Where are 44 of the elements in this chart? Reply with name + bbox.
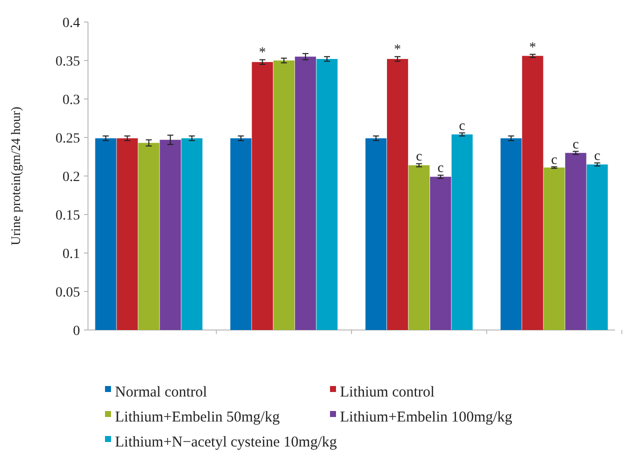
bar: [408, 165, 430, 330]
bar: [544, 168, 565, 330]
bar: [273, 60, 294, 330]
data-label: c: [594, 148, 600, 164]
legend-label: Normal control: [115, 384, 208, 400]
legend-label: Lithium+N−acetyl cysteine 10mg/kg: [115, 434, 338, 450]
bar: [430, 176, 452, 330]
bar: [138, 142, 160, 330]
bar: [586, 164, 608, 330]
bar: [230, 138, 252, 330]
y-axis-title: Urine protein(gm/24 hour): [8, 106, 23, 246]
y-tick-label: 0.3: [62, 92, 80, 108]
y-tick-label: 0.4: [62, 16, 80, 31]
bar: [452, 134, 473, 330]
bar: [294, 56, 316, 330]
data-label: c: [437, 161, 444, 176]
data-label: c: [551, 152, 558, 168]
bar: [160, 140, 181, 330]
bar: [565, 152, 586, 330]
data-label: *: [529, 40, 536, 56]
legend-label: Lithium control: [340, 384, 435, 400]
y-tick-label: 0.05: [56, 285, 80, 300]
data-label: c: [572, 137, 579, 152]
bar: [252, 62, 273, 330]
y-tick-label: 0.35: [56, 54, 80, 70]
y-tick-label: 0.2: [62, 170, 80, 185]
legend-label: Lithium+Embelin 100mg/kg: [340, 409, 513, 426]
bar: [386, 58, 408, 330]
bar: [365, 138, 387, 330]
bar: [116, 138, 138, 330]
bar: [500, 138, 522, 330]
bar: [95, 138, 116, 330]
y-tick-label: 0.25: [56, 131, 80, 146]
y-tick-label: 0.1: [62, 246, 80, 262]
bar: [316, 58, 338, 330]
bar: [181, 138, 202, 330]
bar: [522, 56, 544, 330]
data-label: c: [416, 150, 422, 165]
y-tick-label: 0.15: [56, 208, 80, 224]
data-label: *: [258, 46, 266, 61]
y-tick-label: 0: [73, 324, 80, 339]
data-label: *: [394, 42, 402, 58]
legend-label: Lithium+Embelin 50mg/kg: [115, 409, 280, 426]
data-label: c: [459, 118, 466, 134]
